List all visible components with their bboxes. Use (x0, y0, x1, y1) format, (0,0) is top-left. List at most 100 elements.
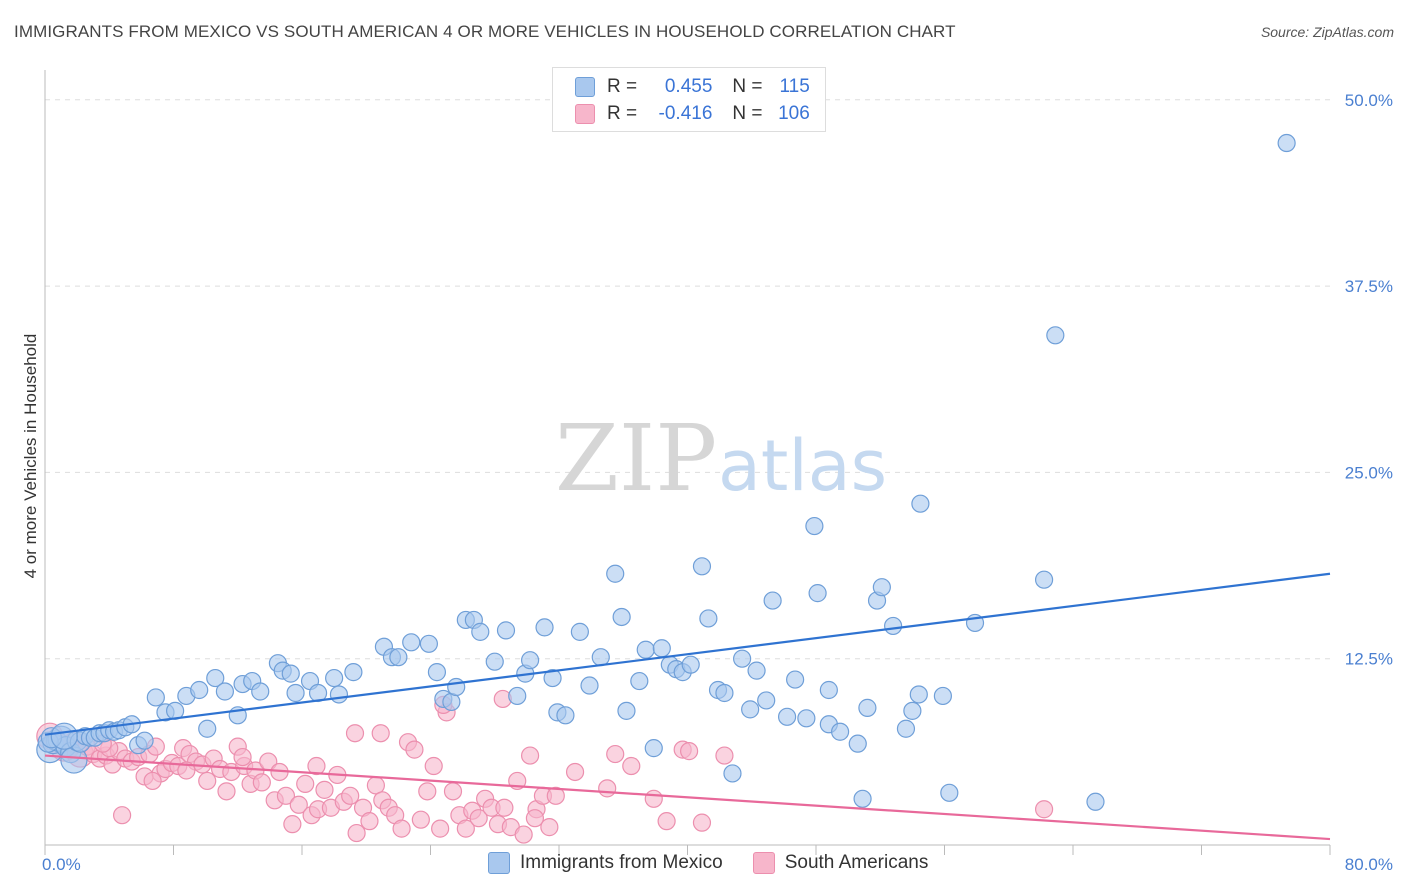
legend-row-mexico: R = 0.455 N = 115 (575, 74, 810, 100)
south-american-point (233, 747, 252, 767)
legend-swatch-pink (575, 104, 595, 124)
legend-n-value: 106 (778, 103, 810, 124)
y-tick-label: 12.5% (1345, 650, 1393, 669)
mexico-point (808, 584, 827, 603)
mexico-point (419, 634, 438, 653)
south-american-point (360, 812, 379, 831)
mexico-point (543, 668, 562, 688)
mexico-point (281, 664, 300, 683)
watermark: ZIP atlas (555, 405, 887, 512)
south-american-point (692, 813, 712, 832)
south-american-point (644, 789, 663, 808)
mexico-point (733, 649, 752, 668)
south-american-point (424, 756, 443, 776)
mexico-point (896, 719, 916, 738)
legend-item-south-americans: South Americans (752, 852, 929, 874)
mexico-point (591, 648, 610, 667)
legend-r-value: 0.455 (664, 76, 713, 97)
mexico-point (909, 685, 928, 704)
mexico-point (50, 722, 78, 750)
correlation-legend: R = 0.455 N = 115 R = -0.416 N = 106 (552, 67, 826, 132)
mexico-point (872, 578, 891, 597)
mexico-point (1277, 133, 1296, 153)
south-american-point (315, 780, 334, 799)
south-american-point (371, 724, 390, 743)
mexico-point (617, 701, 636, 720)
mexico-point (940, 783, 959, 802)
mexico-point (858, 698, 877, 717)
mexico-point (198, 719, 217, 738)
series-legend: Immigrants from Mexico South Americans (488, 852, 958, 874)
mexico-point (830, 722, 850, 741)
legend-r-label: R = (607, 76, 638, 97)
south-american-point (598, 779, 617, 798)
legend-r-label: R = (607, 103, 638, 124)
mexico-point (329, 685, 349, 704)
y-tick-labels: 12.5% 25.0% 37.5% 50.0% (1345, 91, 1393, 669)
mexico-point (757, 691, 776, 710)
mexico-point (819, 680, 838, 700)
mexico-point (344, 663, 363, 682)
mexico-point (630, 671, 649, 691)
south-american-point (217, 782, 236, 801)
x-tick-label: 80.0% (1345, 855, 1393, 874)
mexico-point (612, 607, 631, 627)
south-american-point (495, 798, 514, 817)
watermark-zip: ZIP (555, 405, 717, 512)
legend-r-value: -0.416 (658, 103, 713, 124)
mexico-point (636, 640, 655, 659)
south-americans-points (36, 689, 1054, 844)
legend-label-mexico: Immigrants from Mexico (520, 852, 723, 873)
y-tick-label: 25.0% (1345, 463, 1393, 482)
mexico-point (692, 557, 712, 576)
mexico-point (556, 706, 575, 725)
south-american-point (177, 761, 196, 780)
south-american-point (276, 786, 296, 805)
x-tick-labels: 0.0% 80.0% (42, 855, 1393, 874)
mexico-point (903, 701, 922, 720)
mexico-point (496, 621, 516, 640)
mexico-point (933, 686, 952, 706)
south-american-point (715, 746, 734, 765)
mexico-point (190, 680, 209, 700)
legend-swatch-blue (488, 852, 510, 874)
mexico-point (286, 683, 305, 703)
mexico-point (681, 655, 700, 674)
south-american-point (1034, 800, 1054, 819)
south-american-point (456, 819, 475, 838)
watermark-atlas: atlas (718, 425, 887, 507)
mexico-point (471, 622, 490, 641)
mexico-point (215, 682, 234, 701)
mexico-point (848, 734, 867, 753)
x-tick-label: 0.0% (42, 855, 81, 874)
south-american-point (525, 809, 545, 828)
mexico-trend-line (44, 572, 1331, 736)
south-american-point (431, 819, 450, 838)
legend-swatch-pink (752, 852, 775, 874)
trend-lines (44, 572, 1331, 841)
mexico-point (747, 661, 766, 680)
mexico-points (36, 133, 1296, 811)
south-american-point (112, 806, 132, 825)
y-tick-label: 50.0% (1345, 91, 1393, 110)
south-american-point (546, 786, 565, 805)
chart-title: IMMIGRANTS FROM MEXICO VS SOUTH AMERICAN… (14, 22, 956, 41)
legend-label-south-americans: South Americans (784, 852, 929, 873)
mexico-point (580, 676, 599, 695)
mexico-point (644, 739, 663, 758)
mexico-point (1034, 570, 1054, 589)
mexico-point (723, 764, 742, 783)
south-american-point (514, 825, 533, 844)
legend-item-mexico: Immigrants from Mexico (488, 852, 723, 874)
mexico-point (883, 616, 903, 636)
south-american-point (252, 773, 271, 792)
south-american-point (405, 740, 424, 759)
mexico-point (715, 683, 734, 703)
grid-lines (45, 99, 1330, 660)
mexico-point (763, 591, 782, 610)
mexico-point (447, 677, 466, 697)
south-american-point (341, 786, 360, 805)
mexico-point (402, 633, 421, 652)
south-americans-trend-line (44, 754, 1331, 841)
